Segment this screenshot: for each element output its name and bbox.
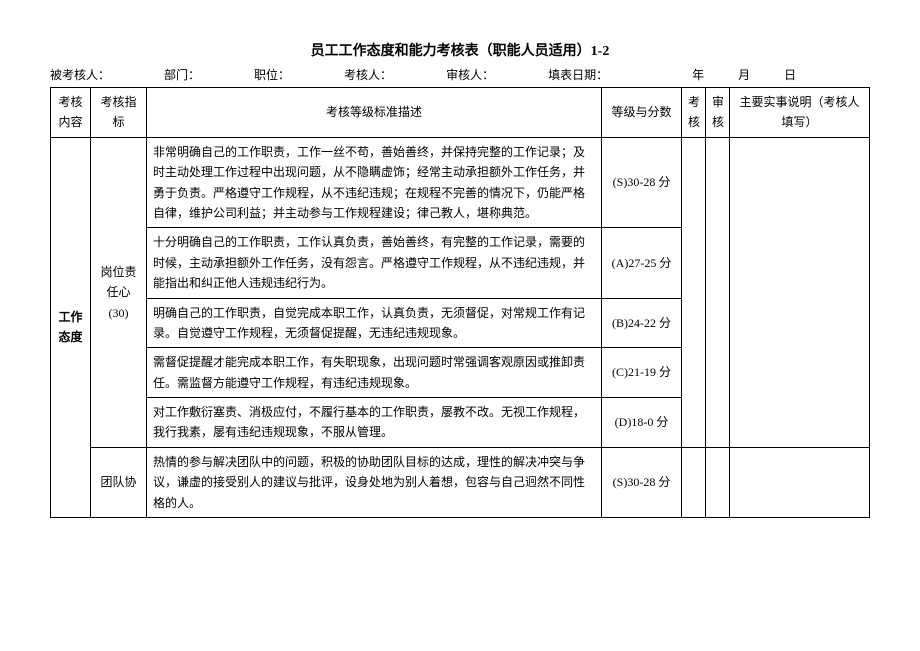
meta-line: 被考核人： 部门： 职位： 考核人： 审核人： 填表日期： 年 月 日 <box>50 66 870 83</box>
header-desc: 考核等级标准描述 <box>147 88 602 138</box>
desc-cell: 十分明确自己的工作职责，工作认真负责，善始善终，有完整的工作记录，需要的时候，主… <box>147 228 602 298</box>
header-score: 等级与分数 <box>602 88 682 138</box>
reviewer-label: 审核人： <box>446 66 494 83</box>
table-row: 工作态度 岗位责任心(30) 非常明确自己的工作职责，工作一丝不苟，善始善终，并… <box>51 137 870 228</box>
header-shen: 审核 <box>706 88 730 138</box>
indicator1-cell: 岗位责任心(30) <box>91 137 147 447</box>
kao-cell <box>682 137 706 447</box>
shen-cell <box>706 447 730 517</box>
desc-cell: 需督促提醒才能完成本职工作，有失职现象，出现问题时常强调客观原因或推卸责任。需监… <box>147 348 602 398</box>
indicator2-cell: 团队协 <box>91 447 147 517</box>
desc-cell: 非常明确自己的工作职责，工作一丝不苟，善始善终，并保持完整的工作记录；及时主动处… <box>147 137 602 228</box>
note-cell <box>730 137 870 447</box>
evaluation-table: 考核内容 考核指标 考核等级标准描述 等级与分数 考核 审核 主要实事说明（考核… <box>50 87 870 518</box>
filldate-label: 填表日期： <box>548 66 608 83</box>
month-label: 月 <box>738 66 750 83</box>
day-label: 日 <box>784 66 796 83</box>
score-cell: (D)18-0 分 <box>602 398 682 448</box>
score-cell: (A)27-25 分 <box>602 228 682 298</box>
shen-cell <box>706 137 730 447</box>
header-indicator: 考核指标 <box>91 88 147 138</box>
position-label: 职位： <box>254 66 290 83</box>
note-cell <box>730 447 870 517</box>
table-row: 团队协 热情的参与解决团队中的问题，积极的协助团队目标的达成，理性的解决冲突与争… <box>51 447 870 517</box>
desc-cell: 对工作敷衍塞责、消极应付，不履行基本的工作职责，屡教不改。无视工作规程，我行我素… <box>147 398 602 448</box>
kao-cell <box>682 447 706 517</box>
score-cell: (C)21-19 分 <box>602 348 682 398</box>
score-cell: (B)24-22 分 <box>602 298 682 348</box>
header-kao: 考核 <box>682 88 706 138</box>
score-cell: (S)30-28 分 <box>602 447 682 517</box>
header-row: 考核内容 考核指标 考核等级标准描述 等级与分数 考核 审核 主要实事说明（考核… <box>51 88 870 138</box>
evaluatee-label: 被考核人： <box>50 66 110 83</box>
year-label: 年 <box>692 66 704 83</box>
evaluator-label: 考核人： <box>344 66 392 83</box>
dept-label: 部门： <box>164 66 200 83</box>
header-content: 考核内容 <box>51 88 91 138</box>
desc-cell: 明确自己的工作职责，自觉完成本职工作，认真负责，无须督促，对常规工作有记录。自觉… <box>147 298 602 348</box>
desc-cell: 热情的参与解决团队中的问题，积极的协助团队目标的达成，理性的解决冲突与争议，谦虚… <box>147 447 602 517</box>
page-title: 员工工作态度和能力考核表（职能人员适用）1-2 <box>50 40 870 60</box>
category-cell: 工作态度 <box>51 137 91 517</box>
score-cell: (S)30-28 分 <box>602 137 682 228</box>
header-note: 主要实事说明（考核人填写） <box>730 88 870 138</box>
